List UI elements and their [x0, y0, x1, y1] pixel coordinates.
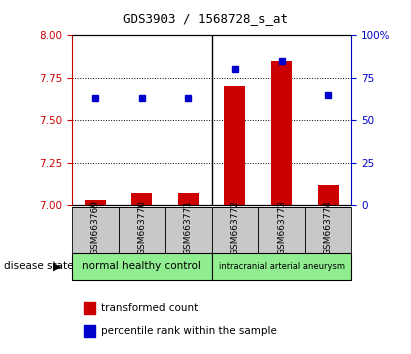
- Text: ▶: ▶: [53, 261, 62, 272]
- Text: GSM663773: GSM663773: [277, 200, 286, 255]
- Bar: [72, 253, 212, 280]
- Bar: [72, 207, 118, 253]
- Text: GSM663771: GSM663771: [184, 200, 193, 255]
- Bar: [258, 207, 305, 253]
- Text: normal healthy control: normal healthy control: [82, 261, 201, 272]
- Text: GSM663770: GSM663770: [137, 200, 146, 255]
- Bar: [118, 207, 165, 253]
- Text: GSM663774: GSM663774: [323, 200, 332, 255]
- Bar: [318, 185, 339, 205]
- Text: GSM663769: GSM663769: [91, 200, 100, 255]
- Bar: [178, 193, 199, 205]
- Bar: [131, 193, 152, 205]
- Text: percentile rank within the sample: percentile rank within the sample: [101, 326, 277, 336]
- Bar: [271, 61, 292, 205]
- Bar: [85, 200, 106, 205]
- Bar: [84, 302, 95, 314]
- Text: disease state: disease state: [4, 261, 74, 272]
- Text: GSM663772: GSM663772: [231, 200, 240, 255]
- Bar: [212, 253, 351, 280]
- Bar: [84, 325, 95, 337]
- Bar: [165, 207, 212, 253]
- Text: GDS3903 / 1568728_s_at: GDS3903 / 1568728_s_at: [123, 12, 288, 25]
- Text: intracranial arterial aneurysm: intracranial arterial aneurysm: [219, 262, 344, 271]
- Bar: [305, 207, 351, 253]
- Bar: [224, 86, 245, 205]
- Bar: [212, 207, 258, 253]
- Text: transformed count: transformed count: [101, 303, 198, 313]
